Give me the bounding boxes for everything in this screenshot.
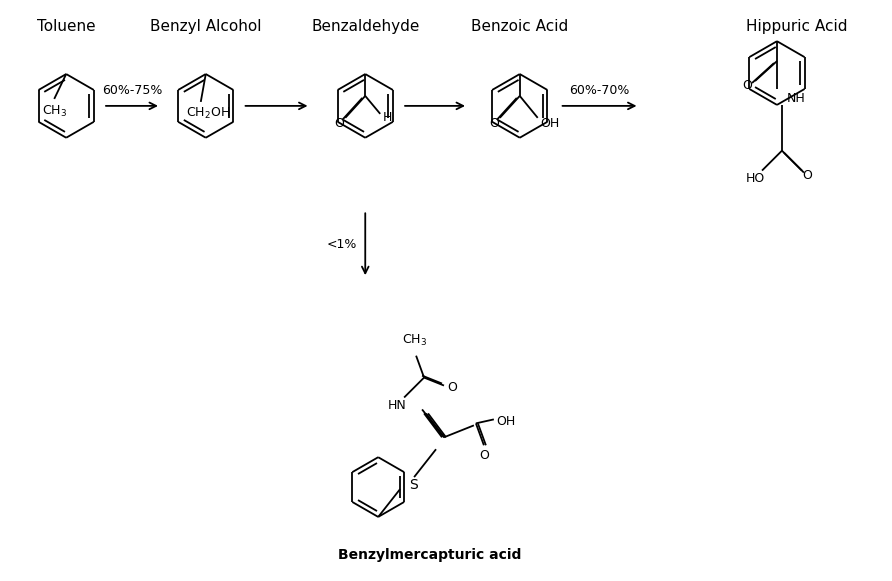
Text: CH$_3$: CH$_3$ xyxy=(42,105,67,120)
Text: O: O xyxy=(447,381,457,394)
Text: H: H xyxy=(383,112,392,124)
Text: Benzylmercapturic acid: Benzylmercapturic acid xyxy=(338,548,522,562)
Text: HN: HN xyxy=(387,399,406,412)
Text: O: O xyxy=(489,117,499,130)
Text: Benzyl Alcohol: Benzyl Alcohol xyxy=(150,19,261,34)
Text: <1%: <1% xyxy=(326,238,358,251)
Text: S: S xyxy=(409,478,417,492)
Text: CH$_3$: CH$_3$ xyxy=(401,333,426,347)
Text: 60%-75%: 60%-75% xyxy=(102,84,162,97)
Text: OH: OH xyxy=(496,415,515,428)
Text: O: O xyxy=(802,169,812,182)
Text: OH: OH xyxy=(540,117,559,130)
Text: HO: HO xyxy=(746,172,764,185)
Text: Benzoic Acid: Benzoic Acid xyxy=(471,19,568,34)
Text: O: O xyxy=(334,117,344,130)
Text: O: O xyxy=(742,80,752,92)
Text: O: O xyxy=(479,449,489,462)
Text: Hippuric Acid: Hippuric Acid xyxy=(746,19,847,34)
Text: CH$_2$OH: CH$_2$OH xyxy=(186,106,230,121)
Text: Benzaldehyde: Benzaldehyde xyxy=(311,19,419,34)
Text: Toluene: Toluene xyxy=(37,19,95,34)
Text: NH: NH xyxy=(787,92,805,105)
Text: 60%-70%: 60%-70% xyxy=(569,84,630,97)
